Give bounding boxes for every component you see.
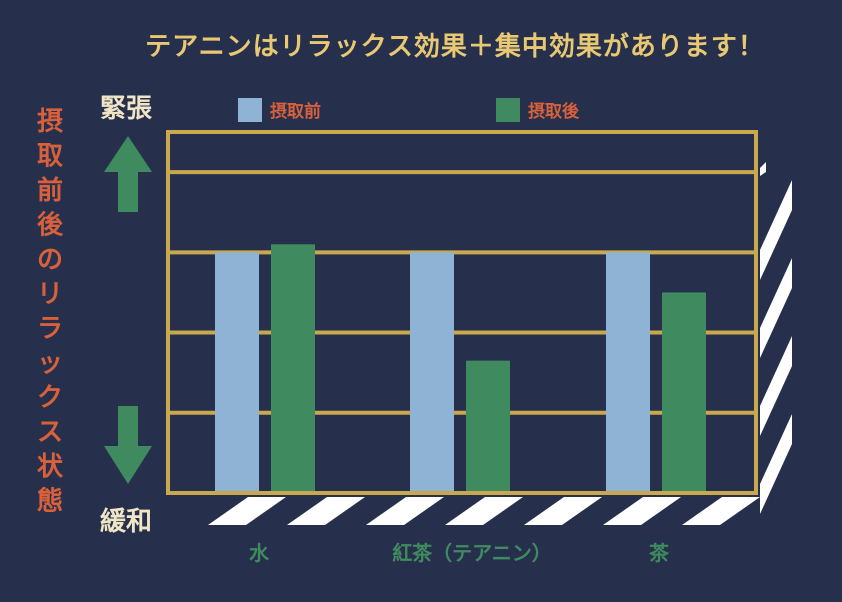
y-axis-label-char: ッ [37,349,63,379]
wall-stripe [760,162,766,176]
bar-after [271,244,315,491]
y-axis-label-char: 摂 [37,106,63,137]
floor-stripe [287,497,365,525]
legend-label-after: 摂取後 [528,101,580,122]
y-axis-label-char: ラ [37,314,63,344]
category-label-tea: 茶 [649,541,670,565]
category-label-water: 水 [249,541,270,565]
y-axis-label-char: 後 [37,210,64,241]
y-axis-label-char: リ [37,280,63,310]
legend-label-before: 摂取前 [270,101,321,122]
decorative-floor-stripes [208,497,760,525]
floor-stripe [208,497,286,525]
chart-title: テアニンはリラックス効果＋集中効果があります！ [145,31,765,62]
y-axis-label-char: の [37,245,63,275]
arrow-down-icon [104,406,152,484]
y-axis-label-char: 態 [37,486,63,517]
bars [215,244,706,491]
y-axis-label-char: ス [37,418,63,448]
legend-swatch-after [496,98,520,122]
wall-stripe [760,336,792,436]
floor-stripe [445,497,523,525]
plot-frame [166,130,758,495]
grid-lines [168,170,756,415]
floor-stripe [603,497,681,525]
y-axis-label-char: 前 [37,175,63,206]
floor-stripe [682,497,760,525]
category-label-black-tea: 紅茶（テアニン） [392,541,552,565]
floor-stripe [524,497,602,525]
bar-before [606,252,650,491]
y-axis-label-char: ク [37,383,63,413]
wall-stripe [760,258,792,358]
wall-stripe [760,180,792,280]
y-top-label: 緊張 [100,94,152,124]
bar-before [410,252,454,491]
arrow-up-icon [104,136,152,212]
decorative-wall-stripes [760,162,792,514]
y-axis-label-char: 取 [37,142,63,172]
bar-before [215,252,259,491]
legend-swatch-before [238,98,262,122]
bar-after [466,360,510,491]
y-bottom-label: 緩和 [100,507,152,537]
bar-after [662,292,706,491]
floor-stripe [366,497,444,525]
y-axis-label-char: 状 [37,452,64,482]
wall-stripe [760,414,792,514]
